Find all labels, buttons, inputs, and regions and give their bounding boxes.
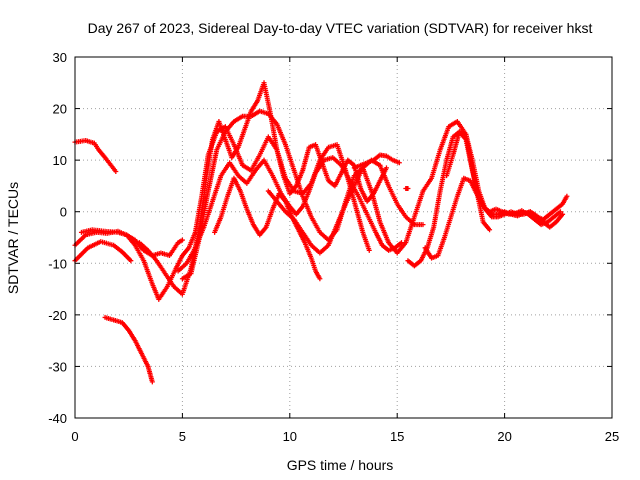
point-trace-e — [149, 379, 155, 385]
y-tick-label: -20 — [48, 308, 67, 323]
chart-title: Day 267 of 2023, Sidereal Day-to-day VTE… — [88, 20, 593, 36]
point-trace-k — [564, 193, 570, 199]
y-axis-label: SDTVAR / TECUs — [5, 182, 21, 294]
x-axis-label: GPS time / hours — [287, 457, 394, 473]
x-tick-label: 25 — [605, 429, 619, 444]
x-tick-label: 20 — [497, 429, 511, 444]
x-tick-label: 10 — [283, 429, 297, 444]
y-tick-label: -40 — [48, 411, 67, 426]
point-trace-m — [560, 211, 566, 217]
point-trace-l — [557, 209, 563, 215]
y-tick-label: -10 — [48, 256, 67, 271]
grid — [75, 57, 612, 418]
y-tick-label: 20 — [53, 102, 67, 117]
point-trace-g — [398, 240, 404, 246]
point-trace-n — [396, 160, 402, 166]
point-trace-a — [113, 168, 119, 174]
point-trace-c — [128, 258, 134, 264]
point-trace-i — [317, 276, 323, 282]
y-tick-label: 10 — [53, 153, 67, 168]
point-trace-o — [405, 186, 411, 192]
x-tick-label: 0 — [71, 429, 78, 444]
point-trace-b — [179, 237, 185, 243]
data-points — [72, 80, 570, 385]
point-trace-d — [366, 247, 372, 253]
y-tick-label: -30 — [48, 359, 67, 374]
y-tick-label: 0 — [60, 205, 67, 220]
plot-frame — [74, 56, 613, 419]
x-tick-label: 5 — [179, 429, 186, 444]
point-trace-f — [383, 165, 389, 171]
y-tick-label: 30 — [53, 50, 67, 65]
point-trace-h — [487, 227, 493, 233]
x-tick-label: 15 — [390, 429, 404, 444]
point-trace-j — [420, 222, 426, 228]
